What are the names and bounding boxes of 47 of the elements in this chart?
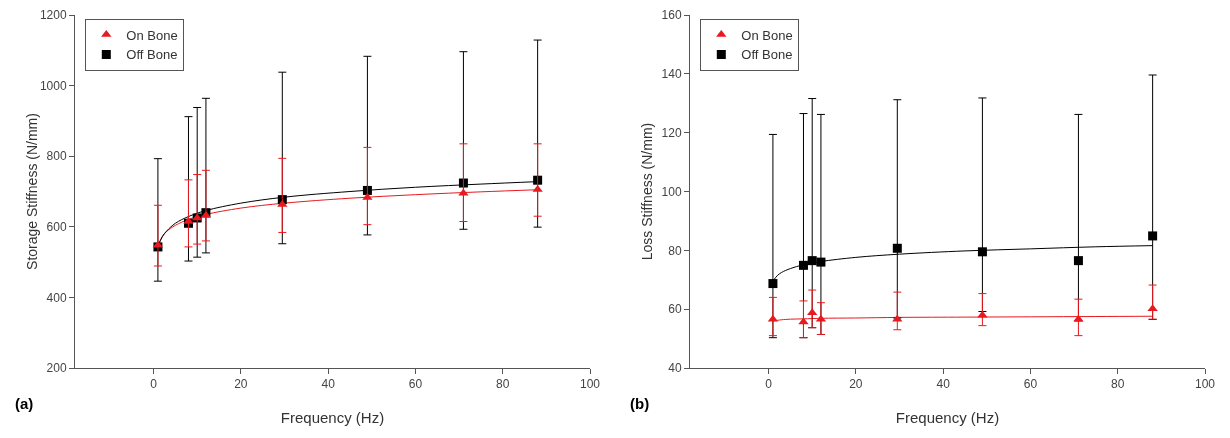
x-tick-label: 0 — [150, 377, 158, 392]
point — [532, 184, 543, 192]
point — [892, 243, 902, 253]
y-tick-label: 200 — [46, 361, 67, 376]
x-tick-label: 60 — [1023, 377, 1038, 392]
x-tick-label: 20 — [849, 377, 863, 392]
y-tick-label: 160 — [661, 8, 682, 23]
x-tick-label: 40 — [321, 377, 336, 392]
legend-label: On Bone — [126, 27, 178, 43]
y-tick-label: 60 — [668, 302, 682, 317]
point — [798, 260, 808, 270]
point — [458, 188, 469, 196]
point — [768, 279, 778, 289]
text: (a) — [15, 395, 34, 412]
point — [1147, 304, 1158, 312]
x-axis-title: Frequency (Hz) — [895, 409, 1000, 426]
x-tick-label: 20 — [234, 377, 248, 392]
legend-label: Off Bone — [741, 47, 793, 63]
point — [1073, 256, 1083, 266]
y-tick-label: 80 — [668, 243, 682, 258]
x-tick-label: 80 — [496, 377, 510, 392]
x-tick-label: 60 — [408, 377, 423, 392]
x-axis-title: Frequency (Hz) — [280, 409, 385, 426]
point — [1148, 231, 1158, 241]
y-tick-label: 400 — [46, 290, 67, 305]
y-tick-label: 600 — [46, 220, 67, 234]
text: (b) — [630, 395, 650, 412]
x-tick-label: 40 — [936, 377, 951, 392]
y-tick-label: 140 — [661, 67, 682, 82]
x-tick-label: 100 — [579, 377, 601, 392]
y-tick-label: 1200 — [39, 8, 67, 23]
y-tick-label: 40 — [668, 361, 682, 376]
y-tick-label: 800 — [46, 149, 67, 164]
legend-label: On Bone — [741, 27, 793, 43]
y-axis-title: Storage Stiffness (N/mm) — [24, 113, 40, 270]
point — [977, 247, 987, 257]
y-tick-label: 100 — [661, 184, 682, 199]
x-tick-label: 0 — [765, 377, 773, 392]
x-tick-label: 80 — [1111, 377, 1125, 392]
legend-label: Off Bone — [126, 47, 178, 63]
x-tick-label: 100 — [1194, 377, 1216, 392]
y-tick-label: 120 — [661, 125, 682, 140]
y-tick-label: 1000 — [39, 78, 67, 93]
y-axis-title: Loss Stiffness (N/mm) — [639, 122, 655, 261]
point — [977, 310, 988, 318]
point — [807, 256, 817, 266]
point — [816, 257, 826, 267]
